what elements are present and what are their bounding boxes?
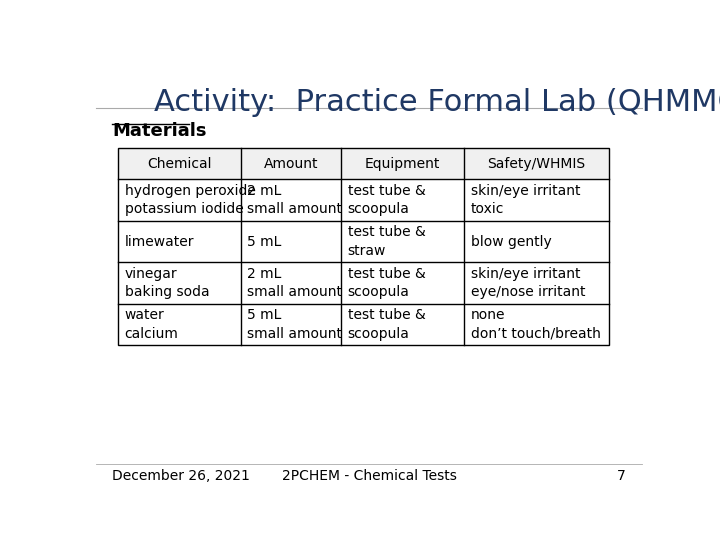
- Text: Amount: Amount: [264, 157, 318, 171]
- Text: test tube &
scoopula: test tube & scoopula: [348, 184, 426, 216]
- Text: 2PCHEM - Chemical Tests: 2PCHEM - Chemical Tests: [282, 469, 456, 483]
- Text: vinegar
baking soda: vinegar baking soda: [125, 267, 210, 299]
- Text: 2 mL
small amount: 2 mL small amount: [248, 184, 342, 216]
- Text: 5 mL
small amount: 5 mL small amount: [248, 308, 342, 341]
- Text: water
calcium: water calcium: [125, 308, 179, 341]
- Text: test tube &
scoopula: test tube & scoopula: [348, 267, 426, 299]
- Text: skin/eye irritant
eye/nose irritant: skin/eye irritant eye/nose irritant: [471, 267, 585, 299]
- Text: Chemical: Chemical: [147, 157, 212, 171]
- Text: 5 mL: 5 mL: [248, 234, 282, 248]
- Text: Activity:  Practice Formal Lab (QHMMORCA): Activity: Practice Formal Lab (QHMMORCA): [154, 87, 720, 117]
- Text: test tube &
straw: test tube & straw: [348, 225, 426, 258]
- Text: December 26, 2021: December 26, 2021: [112, 469, 250, 483]
- Text: Materials: Materials: [112, 122, 207, 140]
- Text: Safety/WHMIS: Safety/WHMIS: [487, 157, 585, 171]
- Bar: [118, 148, 609, 346]
- Text: limewater: limewater: [125, 234, 194, 248]
- Text: 2 mL
small amount: 2 mL small amount: [248, 267, 342, 299]
- Text: blow gently: blow gently: [471, 234, 552, 248]
- Text: test tube &
scoopula: test tube & scoopula: [348, 308, 426, 341]
- Bar: [118, 148, 609, 179]
- Text: none
don’t touch/breath: none don’t touch/breath: [471, 308, 600, 341]
- Text: Equipment: Equipment: [365, 157, 440, 171]
- Text: skin/eye irritant
toxic: skin/eye irritant toxic: [471, 184, 580, 216]
- Text: 7: 7: [617, 469, 626, 483]
- Text: hydrogen peroxide
potassium iodide: hydrogen peroxide potassium iodide: [125, 184, 256, 216]
